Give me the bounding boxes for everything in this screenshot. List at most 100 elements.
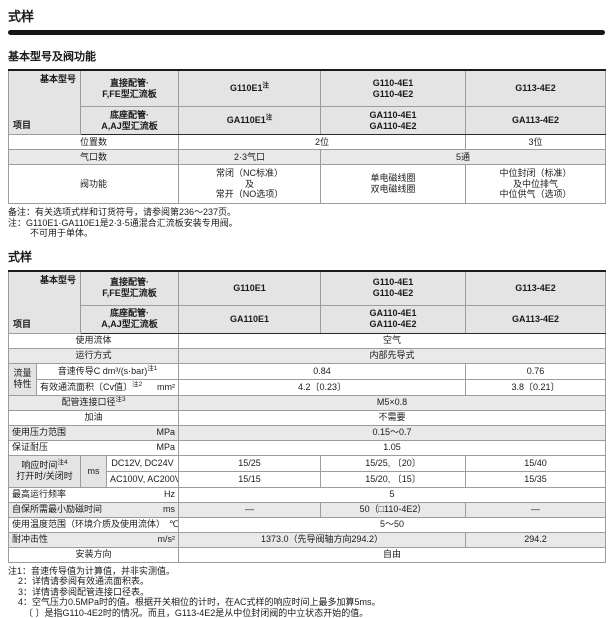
- note-line: 注1：音速传导值为计算值，并非实测值。: [8, 566, 605, 577]
- row-port-size: 配管连接口径注3 M5×0.8: [9, 395, 606, 410]
- ports-value-23: 2·3气口: [179, 150, 321, 165]
- function-single-coil-line: 单电磁线圈: [324, 173, 462, 184]
- model-note-sup: 注: [266, 114, 273, 121]
- function-no-line: 常开（NO选项）: [182, 189, 317, 200]
- flow-group-text: 流量特性: [12, 368, 33, 389]
- proof-value: 1.05: [179, 440, 606, 455]
- row-mounting: 安装方向 自由: [9, 547, 606, 562]
- base-piping-line2: A,AJ型汇流板: [84, 121, 175, 132]
- response-dc-value-1: 15/25: [179, 455, 321, 471]
- row-label: 运行方式: [9, 348, 179, 363]
- note-line: 2：详情请参阅有效通流面积表。: [8, 576, 605, 587]
- flow-cv-note-sup: 注2: [132, 381, 142, 388]
- model-ga110-4e2: GA110-4E2: [324, 121, 462, 132]
- table-header-row: 基本型号 项目 直接配管· F,FE型汇流板 G110E1注 G110-4E1 …: [9, 70, 606, 107]
- base-piping-line2: A,AJ型汇流板: [84, 319, 175, 330]
- model-ga110-4e2: GA110-4E2: [324, 319, 462, 330]
- holding-unit: ms: [159, 504, 175, 515]
- model-ga113-4e2: GA113-4E2: [512, 115, 559, 125]
- model-cell: G110-4E1 G110-4E2: [321, 70, 466, 107]
- row-label: 有效通流面积〔Cv值〕注2 mm²: [37, 379, 179, 395]
- response-ac-value-1: 15/15: [179, 471, 321, 487]
- holding-value-3: —: [466, 502, 606, 517]
- table-row-ports: 气口数 2·3气口 5通: [9, 150, 606, 165]
- section1-heading: 基本型号及阀功能: [8, 48, 605, 64]
- impact-value-12: 1373.0（先导阀轴方向294.2）: [179, 532, 466, 547]
- response-dc-label: DC12V, DC24V: [107, 455, 179, 471]
- port-size-label: 配管连接口径: [61, 397, 115, 407]
- row-flow-cv: 有效通流面积〔Cv值〕注2 mm² 4.2〔0.23〕 3.8〔0.21〕: [9, 379, 606, 395]
- base-piping-header: 底座配管· A,AJ型汇流板: [81, 107, 179, 135]
- flow-cv-unit: mm²: [153, 382, 175, 393]
- proof-label: 保证耐压: [12, 442, 48, 453]
- specifications-table: 基本型号 项目 直接配管· F,FE型汇流板 G110E1 G110-4E1 G…: [8, 270, 606, 563]
- row-label: 配管连接口径注3: [9, 395, 179, 410]
- pressure-label: 使用压力范围: [12, 427, 66, 438]
- holding-value-2: 50（□110-4E2）: [321, 502, 466, 517]
- model-g110-4e2: G110-4E2: [324, 288, 462, 299]
- model-note-sup: 注: [263, 82, 270, 89]
- impact-label: 耐冲击性: [12, 534, 48, 545]
- response-unit: ms: [81, 455, 107, 487]
- corner-bottom-label: 项目: [13, 319, 31, 330]
- row-temperature: 使用温度范围（环境介质及使用流体）℃ 5～50: [9, 517, 606, 532]
- note-line: 注：G110E1·GA110E1是2·3·5通混合汇流板安装专用阀。: [8, 218, 605, 229]
- response-label-line2: 打开时/关闭时: [12, 471, 77, 482]
- model-cell: G110E1注: [179, 70, 321, 107]
- temperature-unit: ℃: [165, 519, 179, 530]
- flow-cv-value-12: 4.2〔0.23〕: [179, 379, 466, 395]
- function-nc-line: 常闭（NC标准）: [182, 168, 317, 179]
- row-label: 使用温度范围（环境介质及使用流体）℃: [9, 517, 179, 532]
- model-cell: GA110-4E1 GA110-4E2: [321, 305, 466, 333]
- port-size-value: M5×0.8: [179, 395, 606, 410]
- row-lubrication: 加油 不需要: [9, 410, 606, 425]
- corner-top-label: 基本型号: [40, 275, 76, 286]
- diagonal-corner-cell: 基本型号 项目: [9, 271, 81, 334]
- model-cell: G113-4E2: [466, 271, 606, 306]
- model-ga110e1: GA110E1: [227, 115, 266, 125]
- proof-unit: MPa: [153, 442, 176, 453]
- section-divider-bar: [8, 30, 605, 35]
- row-operation: 运行方式 内部先导式: [9, 348, 606, 363]
- response-ac-value-2: 15/20, 〔15〕: [321, 471, 466, 487]
- row-proof-pressure: 保证耐压 MPa 1.05: [9, 440, 606, 455]
- row-label: 使用流体: [9, 333, 179, 348]
- flow-cv-label: 有效通流面积〔Cv值〕: [40, 382, 132, 392]
- diagonal-corner-cell: 基本型号 项目: [9, 70, 81, 135]
- row-label: 自保所需最小励磁时间 ms: [9, 502, 179, 517]
- table-header-row: 底座配管· A,AJ型汇流板 GA110E1 GA110-4E1 GA110-4…: [9, 305, 606, 333]
- response-dc-value-3: 15/40: [466, 455, 606, 471]
- model-g110-4e1: G110-4E1: [324, 277, 462, 288]
- function-pressure-center-line: 中位供气（选项）: [469, 189, 602, 200]
- row-label: 保证耐压 MPa: [9, 440, 179, 455]
- direct-piping-line2: F,FE型汇流板: [84, 89, 175, 100]
- base-piping-header: 底座配管· A,AJ型汇流板: [81, 305, 179, 333]
- row-fluid: 使用流体 空气: [9, 333, 606, 348]
- holding-label: 自保所需最小励磁时间: [12, 504, 102, 515]
- model-cell: GA110-4E1 GA110-4E2: [321, 107, 466, 135]
- note-line: 3：详情请参阅配管连接口径表。: [8, 587, 605, 598]
- direct-piping-line1: 直接配管·: [84, 277, 175, 288]
- response-label-line1: 响应时间: [21, 460, 57, 470]
- basic-model-table: 基本型号 项目 直接配管· F,FE型汇流板 G110E1注 G110-4E1 …: [8, 69, 606, 204]
- flow-c-value-3: 0.76: [466, 363, 606, 379]
- temperature-value: 5～50: [179, 517, 606, 532]
- direct-piping-line1: 直接配管·: [84, 78, 175, 89]
- flow-cv-value-3: 3.8〔0.21〕: [466, 379, 606, 395]
- function-center-cell: 中位封闭（标准） 及中位排气 中位供气（选项）: [466, 165, 606, 204]
- lubrication-value: 不需要: [179, 410, 606, 425]
- model-g110e1: G110E1: [230, 83, 263, 93]
- response-dc-value-2: 15/25, 〔20〕: [321, 455, 466, 471]
- operation-value: 内部先导式: [179, 348, 606, 363]
- pressure-value: 0.15～0.7: [179, 425, 606, 440]
- model-cell: GA110E1: [179, 305, 321, 333]
- frequency-unit: Hz: [160, 489, 175, 500]
- direct-piping-header: 直接配管· F,FE型汇流板: [81, 271, 179, 306]
- response-ac-label: AC100V, AC200V: [107, 471, 179, 487]
- function-closed-center-line: 中位封闭（标准）: [469, 168, 602, 179]
